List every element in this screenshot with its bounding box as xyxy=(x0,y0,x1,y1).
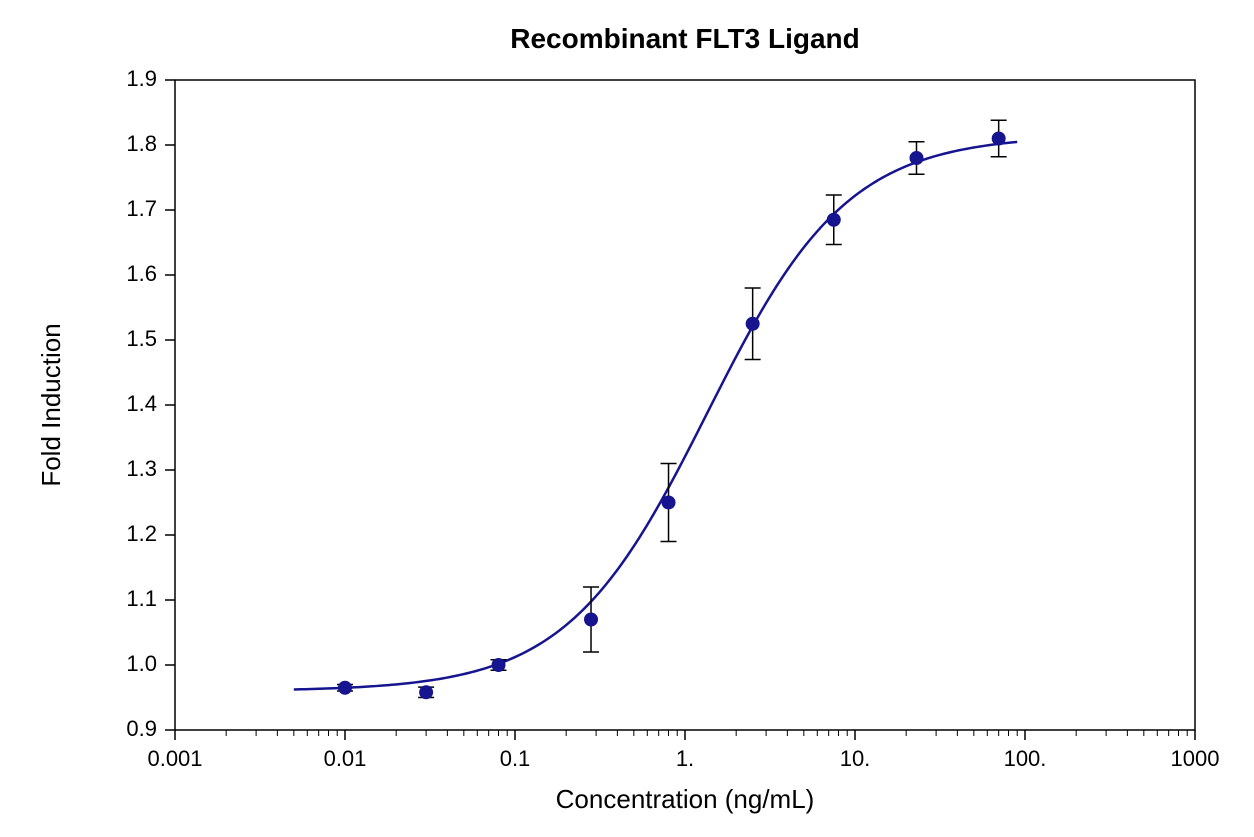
x-tick-label: 100. xyxy=(1004,746,1047,771)
x-axis-label: Concentration (ng/mL) xyxy=(556,784,815,814)
y-tick-label: 1.7 xyxy=(126,196,157,221)
dose-response-chart: 0.9 1.0 1.1 1.2 1.3 1.4 1.5 1.6 1.7 1.8 1.9 0.001 0.… xyxy=(0,0,1254,837)
y-tick-label: 1.5 xyxy=(126,326,157,351)
y-tick-label: 1.1 xyxy=(126,586,157,611)
y-tick-label: 1.3 xyxy=(126,456,157,481)
chart-title: Recombinant FLT3 Ligand xyxy=(510,23,859,54)
data-point xyxy=(585,613,598,626)
y-tick-label: 1.2 xyxy=(126,521,157,546)
y-tick-label: 0.9 xyxy=(126,716,157,741)
data-point xyxy=(339,681,352,694)
y-axis-label: Fold Induction xyxy=(36,323,66,486)
y-tick-label: 1.8 xyxy=(126,131,157,156)
data-point xyxy=(420,686,433,699)
data-point xyxy=(910,152,923,165)
chart-background xyxy=(0,0,1254,837)
x-tick-label: 1000 xyxy=(1171,746,1220,771)
x-tick-label: 1. xyxy=(676,746,694,771)
data-point xyxy=(492,659,505,672)
y-tick-label: 1.6 xyxy=(126,261,157,286)
y-tick-label: 1.0 xyxy=(126,651,157,676)
data-point xyxy=(827,213,840,226)
chart-container: 0.9 1.0 1.1 1.2 1.3 1.4 1.5 1.6 1.7 1.8 1.9 0.001 0.… xyxy=(0,0,1254,837)
x-tick-label: 0.01 xyxy=(324,746,367,771)
x-tick-label: 0.001 xyxy=(147,746,202,771)
x-tick-label: 0.1 xyxy=(500,746,531,771)
x-tick-label: 10. xyxy=(840,746,871,771)
y-tick-label: 1.9 xyxy=(126,66,157,91)
y-tick-label: 1.4 xyxy=(126,391,157,416)
data-point xyxy=(662,496,675,509)
data-point xyxy=(992,132,1005,145)
data-point xyxy=(746,317,759,330)
